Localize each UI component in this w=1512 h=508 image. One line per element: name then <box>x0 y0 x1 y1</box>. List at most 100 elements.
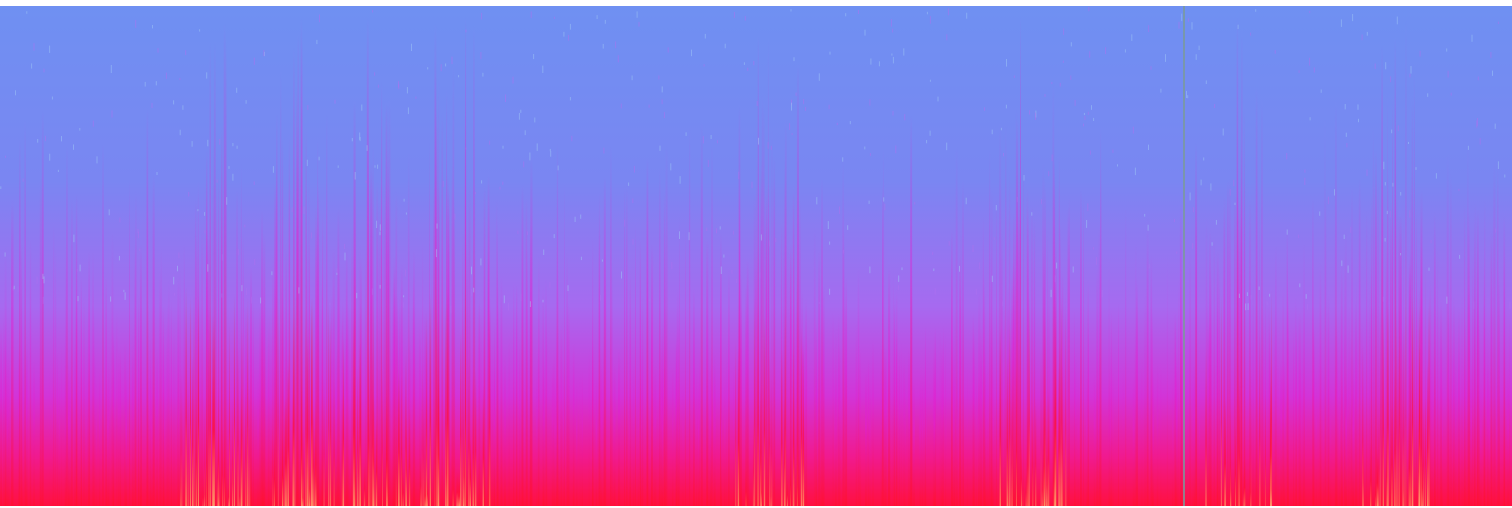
streak <box>1088 112 1089 115</box>
streak <box>1283 285 1284 506</box>
streak <box>716 228 717 233</box>
streak <box>407 87 408 93</box>
streak <box>88 296 89 506</box>
streak <box>263 50 264 56</box>
streak <box>45 136 46 141</box>
streak <box>1422 461 1423 506</box>
streak <box>1012 339 1013 506</box>
streak <box>352 228 353 506</box>
streak <box>696 367 698 506</box>
streak <box>1498 161 1499 169</box>
streak <box>443 181 444 187</box>
streak <box>168 278 169 506</box>
streak <box>728 266 730 506</box>
streak <box>655 362 657 507</box>
streak <box>819 302 820 304</box>
streak <box>894 304 895 506</box>
streak <box>682 381 683 506</box>
streak <box>537 343 539 506</box>
streak <box>405 270 406 277</box>
streak <box>339 256 340 506</box>
streak <box>464 432 465 506</box>
streak <box>1277 352 1279 506</box>
streak <box>629 380 630 506</box>
streak <box>1397 17 1398 25</box>
streak <box>197 209 198 211</box>
streak <box>1075 100 1076 106</box>
streak <box>767 183 769 506</box>
streak <box>208 310 209 506</box>
streak <box>771 372 772 506</box>
streak <box>1367 170 1368 176</box>
streak <box>948 8 949 15</box>
streak <box>842 157 843 161</box>
streak <box>1350 336 1351 506</box>
streak <box>635 223 636 506</box>
streak <box>49 46 50 53</box>
streak <box>753 61 754 65</box>
streak <box>3 311 4 506</box>
streak <box>1284 357 1286 506</box>
streak <box>284 399 285 506</box>
streak <box>465 288 466 506</box>
streak <box>711 135 712 139</box>
streak <box>1250 33 1251 36</box>
streak <box>784 399 785 507</box>
streak <box>375 165 376 167</box>
streak <box>1003 153 1004 156</box>
streak <box>597 15 598 19</box>
streak <box>218 391 219 506</box>
streak <box>1484 262 1485 507</box>
streak <box>1041 199 1042 204</box>
streak <box>1325 116 1326 506</box>
streak <box>573 343 575 506</box>
streak <box>1152 379 1154 506</box>
streak <box>1134 377 1135 506</box>
streak <box>327 112 328 506</box>
streak <box>1179 22 1180 29</box>
streak <box>1133 127 1134 134</box>
streak <box>1286 153 1287 159</box>
streak <box>174 314 175 506</box>
streak <box>549 282 550 288</box>
streak <box>1328 197 1329 205</box>
streak <box>337 208 339 506</box>
streak <box>703 136 704 143</box>
streak <box>226 38 227 506</box>
streak <box>273 166 274 173</box>
streak <box>318 186 320 506</box>
streak <box>1178 278 1179 506</box>
streak <box>71 199 73 506</box>
streak <box>168 298 169 506</box>
streak <box>330 319 332 506</box>
streak <box>1024 175 1025 181</box>
streak <box>953 358 954 506</box>
streak <box>1392 183 1393 187</box>
streak <box>356 293 357 298</box>
streak <box>1346 143 1347 147</box>
streak <box>367 145 368 151</box>
streak <box>1298 235 1299 239</box>
streak <box>382 365 383 506</box>
streak <box>870 153 871 156</box>
streak <box>483 385 484 506</box>
streak <box>1186 376 1187 506</box>
streak <box>708 160 709 167</box>
streak <box>1334 189 1335 195</box>
streak <box>1468 146 1469 150</box>
streak <box>1214 236 1216 506</box>
streak <box>1031 205 1032 506</box>
streak <box>254 181 255 185</box>
streak <box>344 244 345 249</box>
streak <box>358 419 359 506</box>
streak <box>163 306 165 506</box>
streak <box>232 174 233 181</box>
streak <box>580 369 581 507</box>
streak <box>1008 442 1009 506</box>
streak <box>1084 116 1085 120</box>
streak <box>202 484 203 506</box>
streak <box>933 269 934 272</box>
streak <box>893 57 894 64</box>
streak <box>1508 377 1509 506</box>
streak <box>376 221 377 228</box>
